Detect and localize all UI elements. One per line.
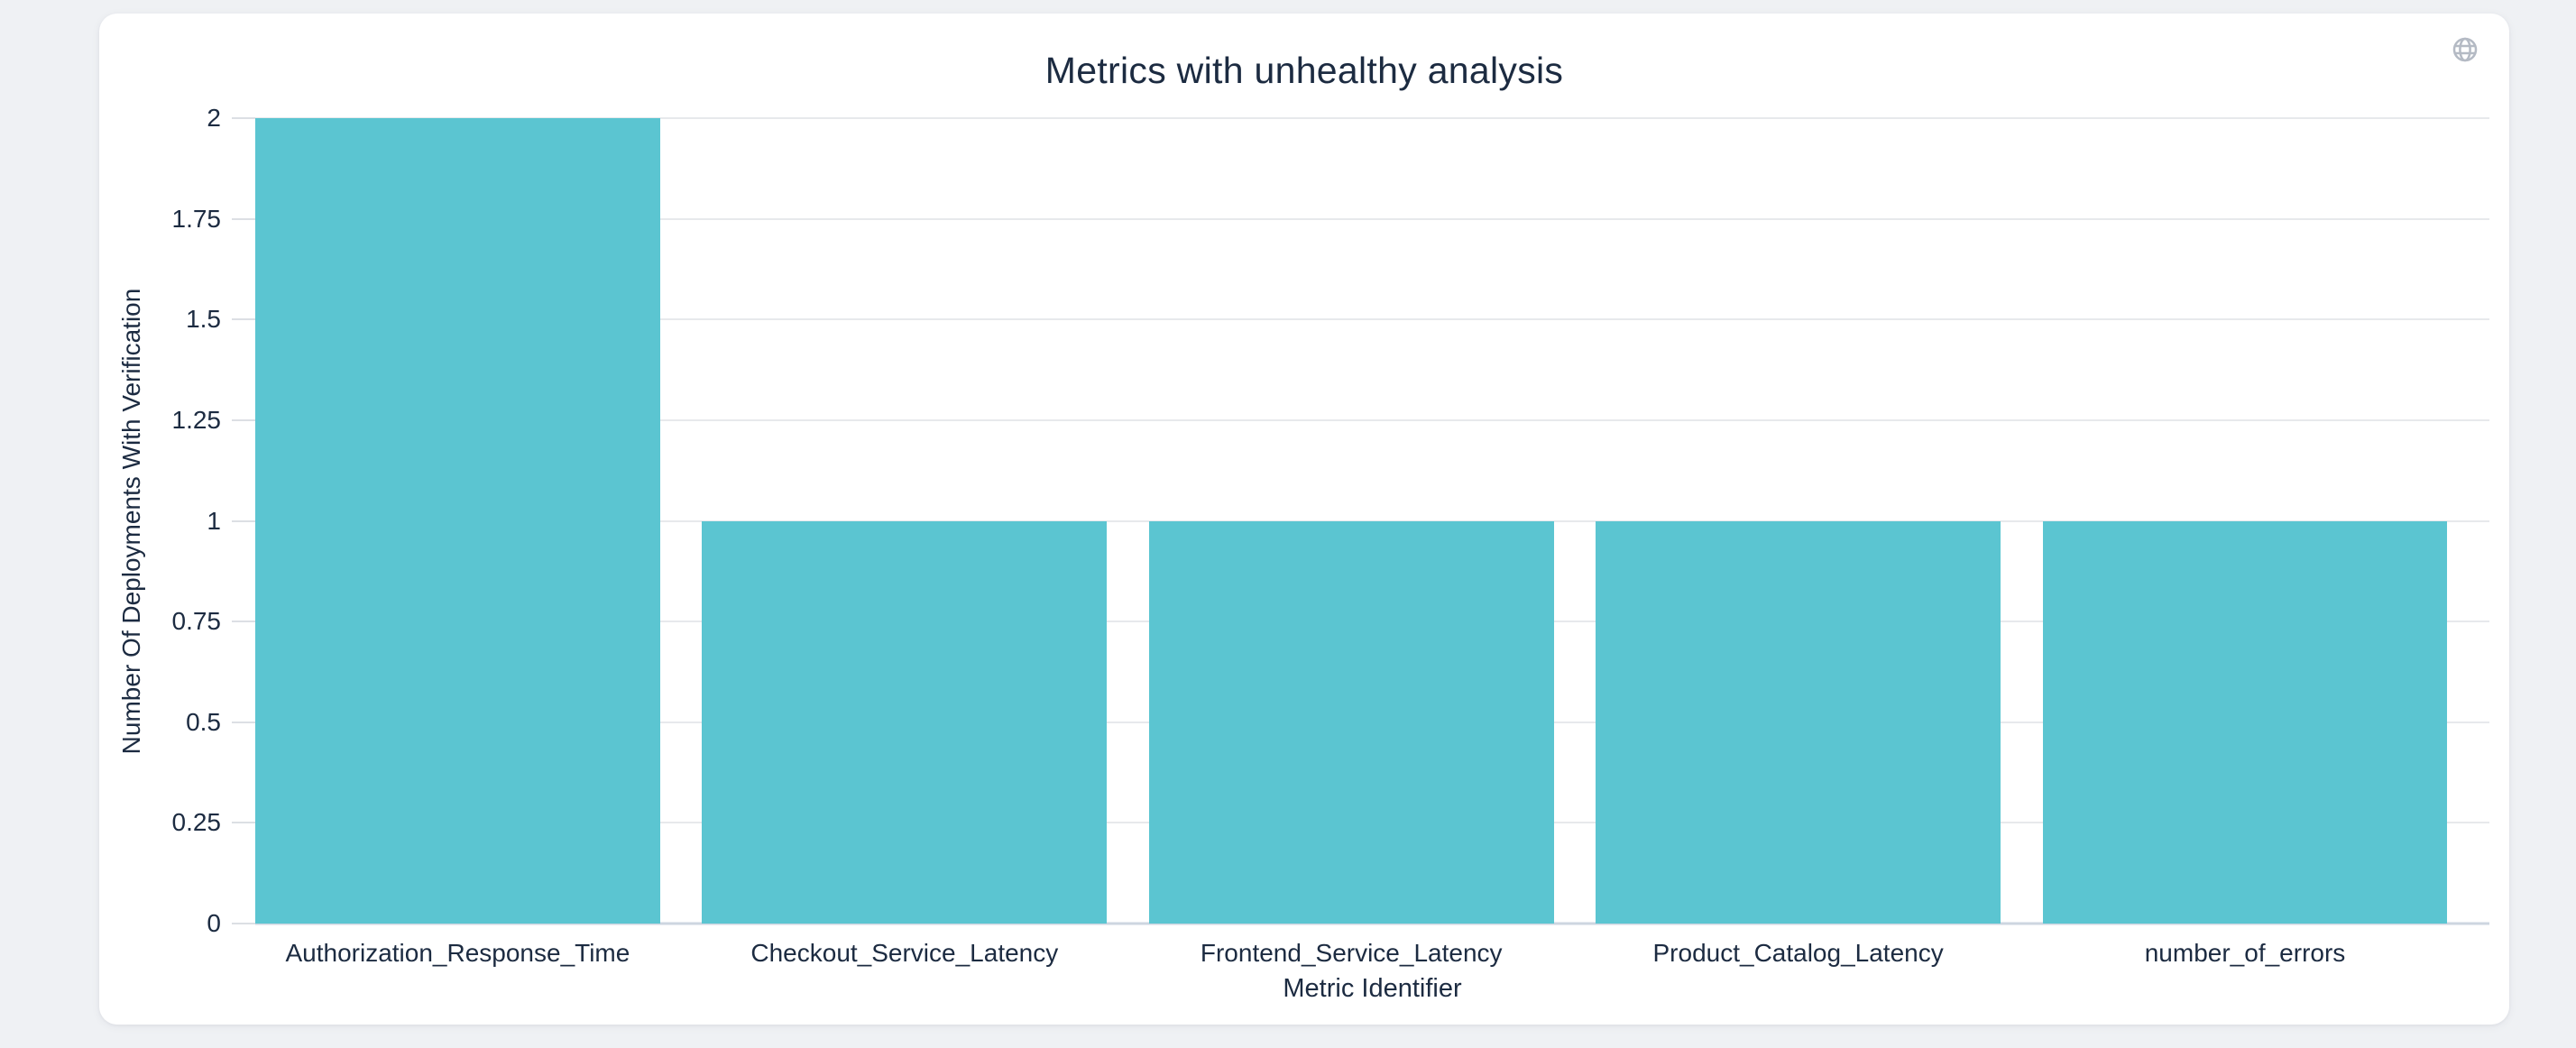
y-axis-tick [232,923,255,924]
y-axis-tick [232,217,255,220]
globe-icon[interactable] [2451,35,2479,64]
y-axis-tick [232,721,255,723]
y-axis-tick [232,117,255,119]
y-axis-tick-label: 0.25 [171,808,222,837]
bar[interactable] [255,118,660,924]
x-axis-label: Product_Catalog_Latency [1652,939,1944,967]
chart-title: Metrics with unhealthy analysis [1044,50,1564,91]
bar[interactable] [702,520,1108,924]
y-axis-tick [232,621,255,623]
bar[interactable] [1596,520,2001,924]
y-axis-tick-label: 1.25 [171,405,222,434]
axis-baseline [255,922,2489,925]
gridline [255,418,2489,421]
y-axis-tick-label: 1.75 [171,204,222,233]
gridline [255,318,2489,321]
y-axis-tick-label: 0.75 [171,607,222,636]
y-axis-tick-label: 0 [207,909,221,937]
gridline [255,217,2489,220]
y-axis-tick-label: 0.5 [186,707,221,736]
y-axis-tick [232,318,255,321]
y-axis-tick [232,519,255,522]
chart-card: Metrics with unhealthy analysis 0 0.25 0.5… [99,14,2509,1025]
y-axis-tick [232,822,255,824]
x-axis-label: Authorization_Response_Time [285,939,630,967]
y-axis-tick [232,418,255,421]
y-axis-title: Number Of Deployments With Verification [117,288,145,755]
x-axis-label: number_of_errors [2144,939,2346,967]
x-axis-title: Metric Identifier [1283,974,1462,1003]
y-axis-tick-label: 2 [207,104,221,132]
plot-area: 0 0.25 0.5 0.75 1 1.25 1.5 1.75 2 Authorization_… [117,104,2489,1003]
x-axis-label: Frontend_Service_Latency [1200,939,1503,967]
bar[interactable] [2042,520,2448,924]
y-axis-tick-label: 1 [207,506,221,535]
gridline [255,117,2489,119]
y-axis-tick-label: 1.5 [186,305,221,334]
x-axis-label: Checkout_Service_Latency [750,939,1059,967]
bar[interactable] [1148,520,1554,924]
